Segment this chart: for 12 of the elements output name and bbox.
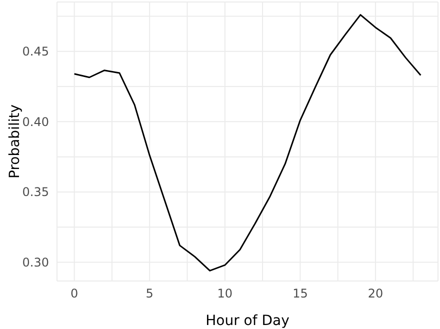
line-series — [74, 14, 422, 272]
x-tick-label: 0 — [70, 286, 78, 301]
x-tick-label: 15 — [292, 286, 308, 301]
y-tick-label: 0.45 — [22, 44, 49, 59]
x-tick-label: 20 — [368, 286, 384, 301]
y-tick-label: 0.30 — [22, 256, 49, 270]
y-tick-label: 0.35 — [22, 185, 49, 200]
y-axis-title: Probability — [6, 104, 23, 179]
x-axis-title: Hour of Day — [206, 313, 290, 329]
x-tick-label: 10 — [217, 286, 233, 301]
y-tick-label: 0.40 — [22, 114, 49, 129]
x-tick-label: 5 — [146, 286, 154, 301]
